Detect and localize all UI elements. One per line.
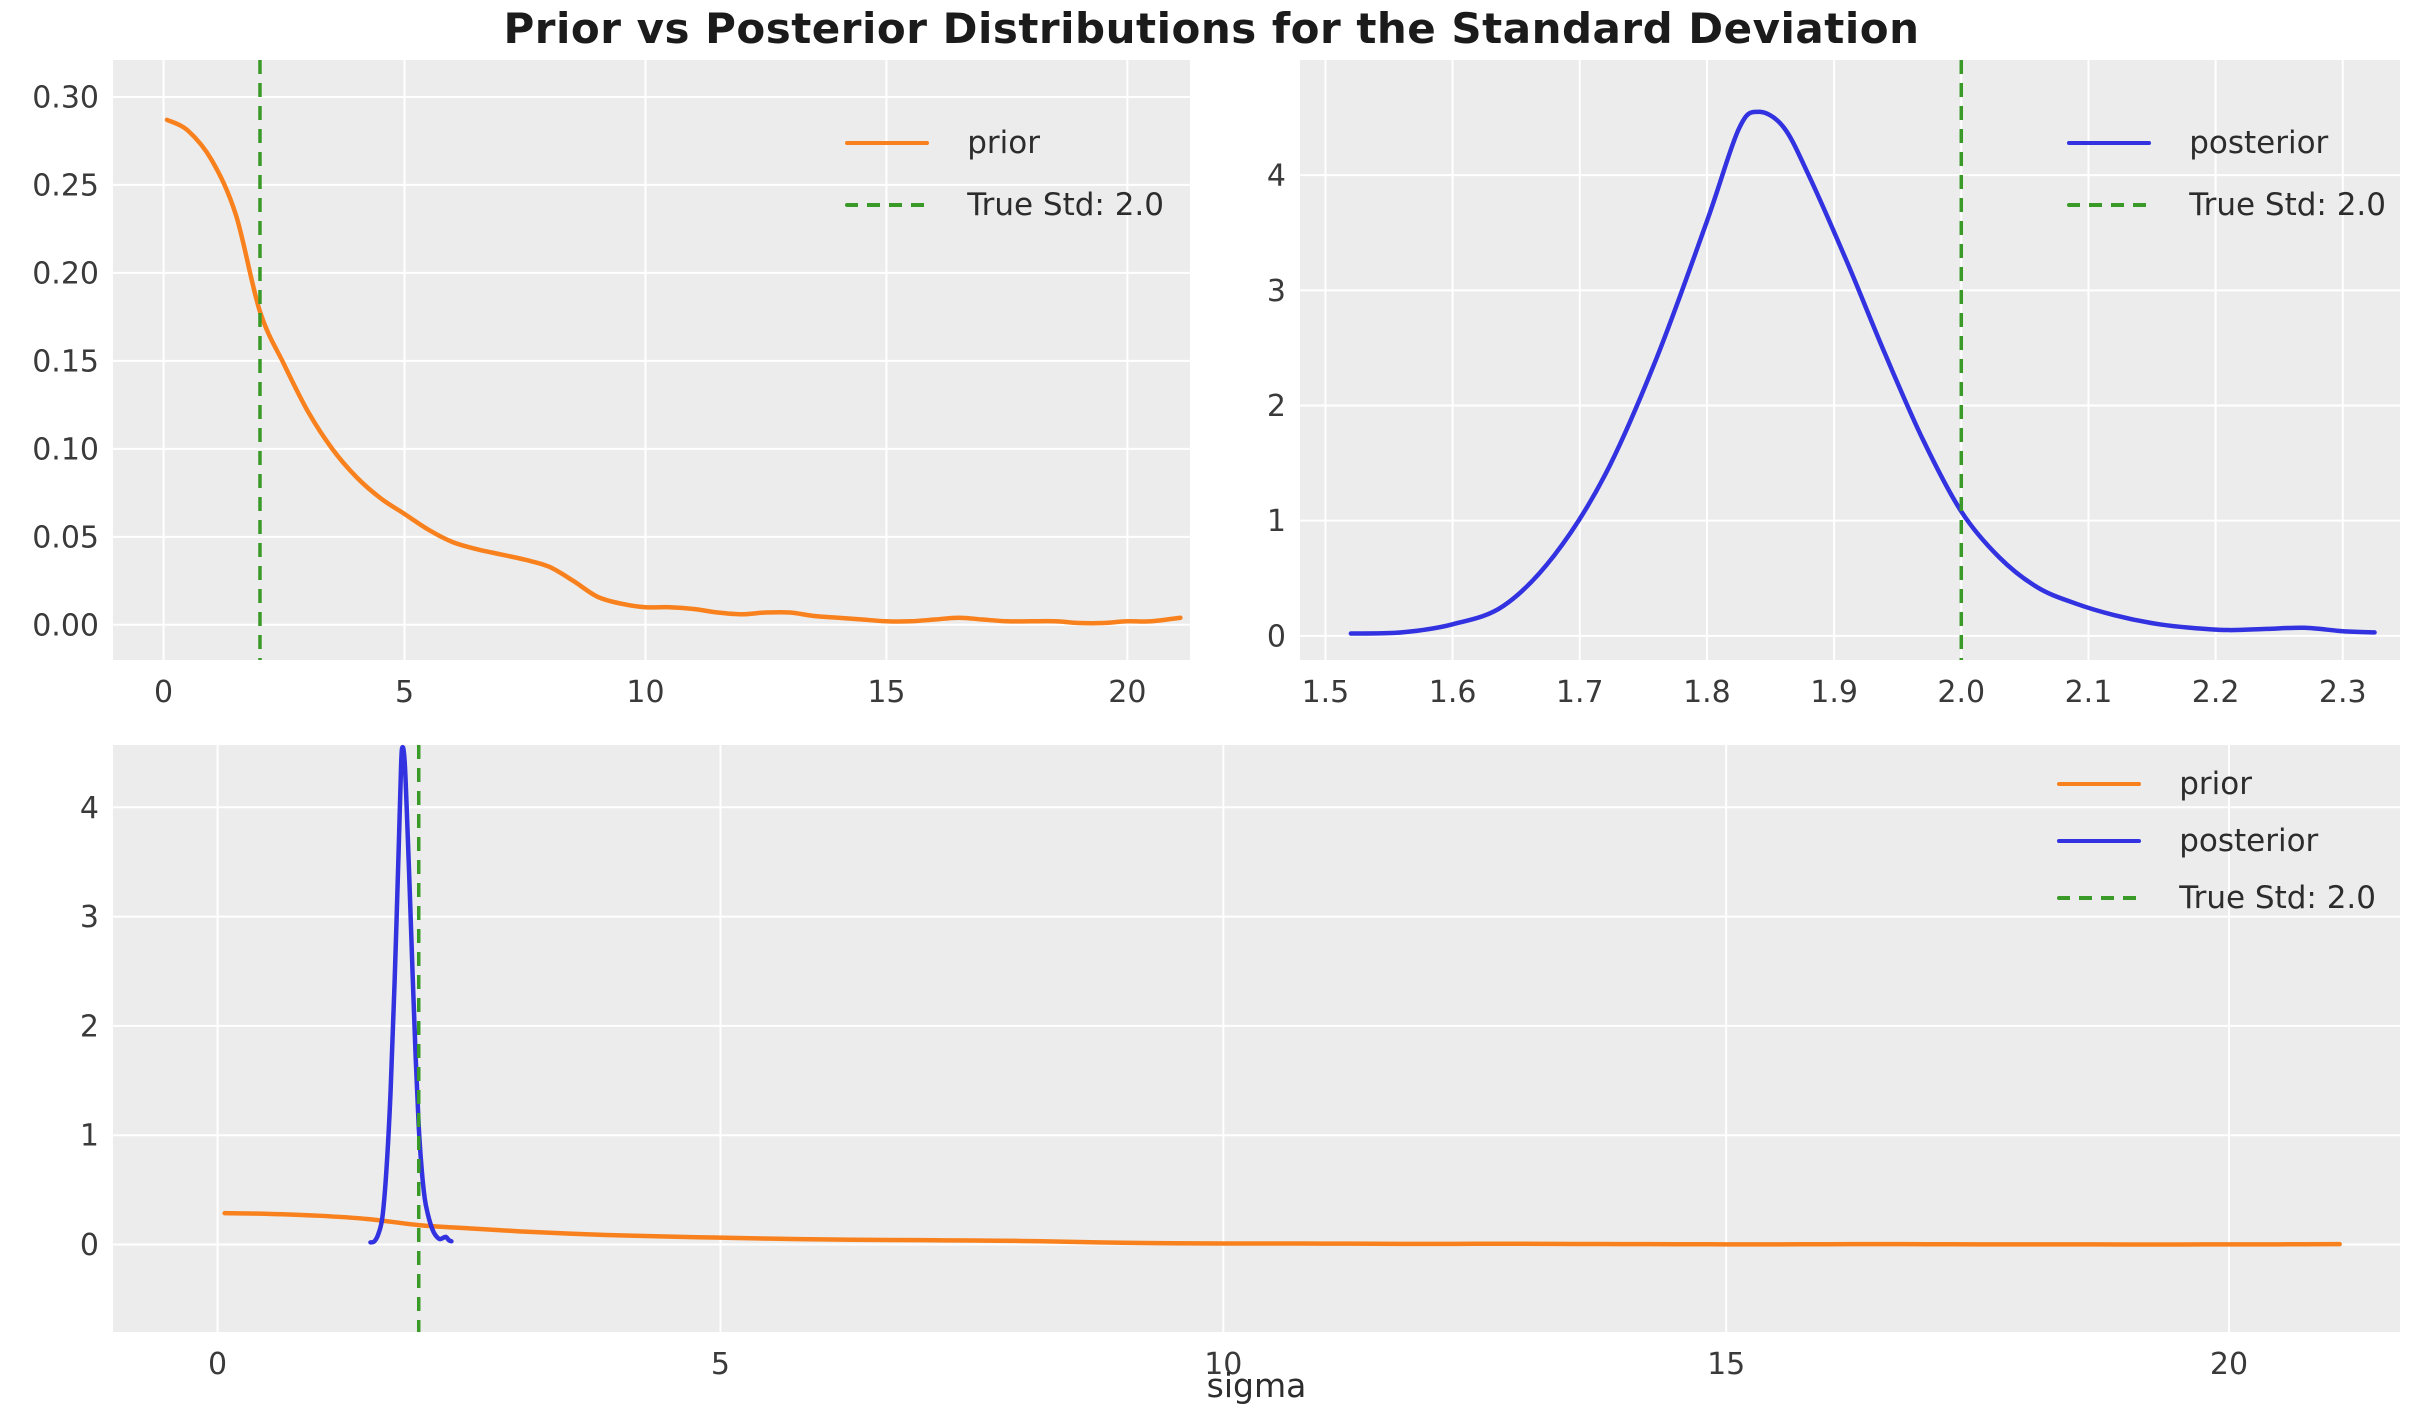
x-tick-label: 2.1: [2065, 675, 2113, 710]
x-tick-label: 20: [1108, 675, 1146, 710]
panel-prior: 0 5 10 15 20 0.00 0.05 0.10 0.15 0.20 0.25 0.30 prio…: [32, 60, 1190, 710]
legend: prior True Std: 2.0: [845, 112, 1164, 236]
x-tick-label: 2.2: [2192, 675, 2240, 710]
legend: prior posterior True Std: 2.0: [2057, 755, 2376, 926]
legend-label: True Std: 2.0: [2189, 187, 2386, 223]
y-tick-label: 0.25: [32, 168, 99, 203]
x-tick-label: 1.5: [1302, 675, 1350, 710]
panel-combined: 0 5 10 15 20 0 1 2 3 4 prior posterior True Std: 2.0: [80, 744, 2400, 1382]
plot-area: 0 5 10 15 20 0.00 0.05 0.10 0.15 0.20 0.25 0.30: [32, 60, 1190, 710]
x-tick-label: 10: [1204, 1347, 1242, 1382]
y-tick-label: 0.10: [32, 432, 99, 467]
x-tick-label: 1.7: [1556, 675, 1604, 710]
x-tick-label: 5: [711, 1347, 730, 1382]
x-tick-label: 15: [1707, 1347, 1745, 1382]
y-tick-label: 0: [80, 1228, 99, 1263]
x-axis-label: sigma: [1206, 1366, 1307, 1405]
legend-line-posterior: [2067, 141, 2152, 145]
legend-dashed-line: [845, 203, 930, 207]
legend-label: prior: [2179, 765, 2252, 802]
legend-dashed-line: [2067, 203, 2152, 207]
legend-line-posterior: [2057, 838, 2142, 843]
panel-posterior: 1.5 1.6 1.7 1.8 1.9 2.0 2.1 2.2 2.3 0 1 2 3 4 posterio…: [1267, 60, 2400, 710]
x-tick-label: 1.9: [1810, 675, 1858, 710]
x-tick-label: 10: [626, 675, 664, 710]
y-tick-label: 4: [1267, 159, 1286, 194]
legend: posterior True Std: 2.0: [2067, 112, 2386, 236]
legend-row: True Std: 2.0: [2057, 869, 2376, 926]
x-tick-label: 20: [2210, 1347, 2248, 1382]
x-tick-label: 2.3: [2319, 675, 2367, 710]
y-tick-label: 0.00: [32, 608, 99, 643]
x-tick-label: 0: [154, 675, 173, 710]
x-tick-label: 5: [395, 675, 414, 710]
x-tick-label: 15: [867, 675, 905, 710]
legend-row: prior: [2057, 755, 2252, 812]
posterior-curve: [1348, 109, 2377, 636]
legend-line-prior: [2057, 781, 2142, 786]
y-tick-label: 0.05: [32, 520, 99, 555]
plot-background: [113, 745, 2400, 1332]
legend-row: True Std: 2.0: [2067, 174, 2386, 236]
plot-area: 0 5 10 15 20 0 1 2 3 4: [80, 744, 2400, 1382]
legend-row: True Std: 2.0: [845, 174, 1164, 236]
y-tick-label: 2: [1267, 389, 1286, 424]
y-tick-label: 3: [1267, 274, 1286, 309]
x-tick-label: 0: [208, 1347, 227, 1382]
prior-curve: [164, 117, 1183, 626]
x-tick-label: 1.8: [1683, 675, 1731, 710]
legend-label: prior: [967, 125, 1040, 161]
x-tick-label: 2.0: [1937, 675, 1985, 710]
y-tick-label: 2: [80, 1009, 99, 1044]
legend-dashed-line: [2057, 895, 2142, 900]
legend-label: posterior: [2179, 822, 2319, 859]
plot-area: 1.5 1.6 1.7 1.8 1.9 2.0 2.1 2.2 2.3 0 1 2 3 4: [1267, 60, 2400, 710]
x-tick-label: 1.6: [1429, 675, 1477, 710]
legend-label: posterior: [2189, 125, 2329, 161]
legend-row: posterior: [2057, 812, 2318, 869]
figure-title: Prior vs Posterior Distributions for the…: [503, 4, 1920, 53]
y-tick-label: 3: [80, 900, 99, 935]
y-tick-label: 0.30: [32, 80, 99, 115]
legend-line-prior: [845, 141, 930, 145]
y-tick-label: 1: [80, 1119, 99, 1154]
legend-row: prior: [845, 112, 1040, 174]
y-tick-label: 4: [80, 791, 99, 826]
y-tick-label: 1: [1267, 504, 1286, 539]
y-tick-label: 0.15: [32, 344, 99, 379]
posterior-curve: [368, 744, 454, 1245]
legend-label: True Std: 2.0: [967, 187, 1164, 223]
y-tick-label: 0.20: [32, 256, 99, 291]
legend-row: posterior: [2067, 112, 2328, 174]
plot-background: [1300, 60, 2400, 660]
legend-label: True Std: 2.0: [2179, 879, 2376, 916]
y-tick-label: 0: [1267, 619, 1286, 654]
prior-curve: [222, 1210, 2342, 1247]
